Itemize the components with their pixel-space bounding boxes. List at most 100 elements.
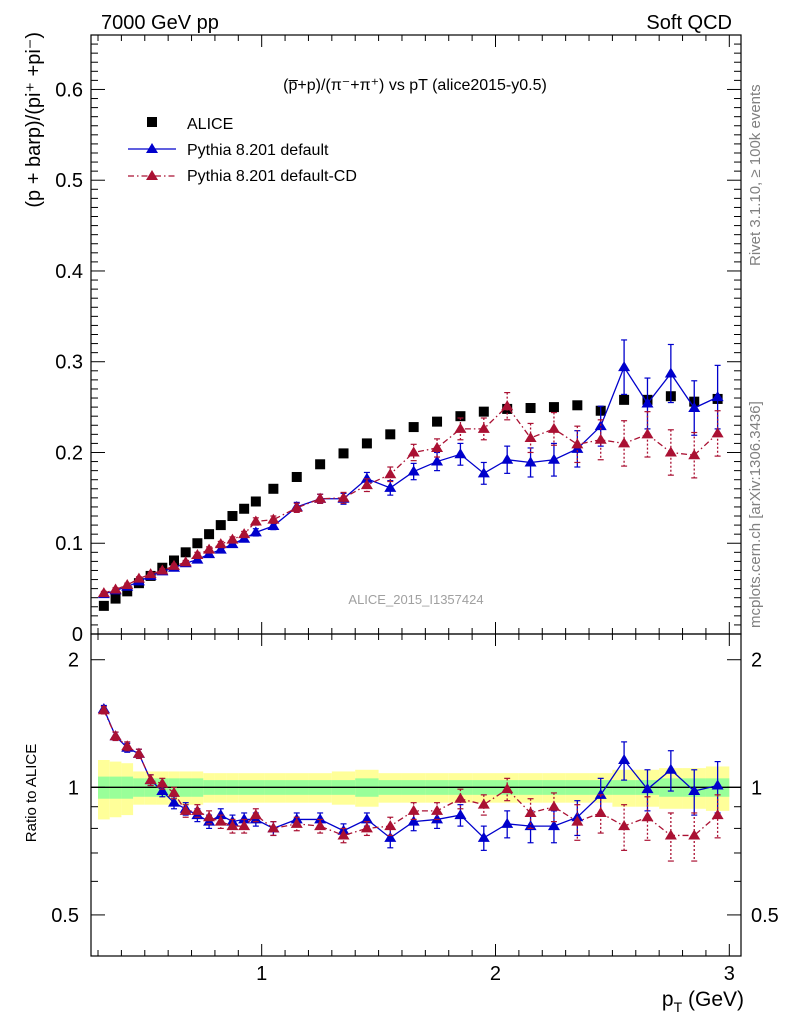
ratio-point-default (664, 763, 677, 774)
data-point-alice (455, 411, 466, 422)
legend-label-default-cd: Pythia 8.201 default-CD (187, 168, 357, 185)
legend-marker-alice (147, 117, 157, 127)
data-point-alice (361, 438, 372, 449)
ratio-point-default-cd (191, 804, 204, 815)
data-point-alice (192, 538, 203, 549)
ratio-point-default (711, 779, 724, 790)
y-tick-label: 0.5 (55, 170, 83, 192)
data-point-default (360, 472, 373, 483)
data-point-alice (315, 459, 326, 470)
x-tick-label: 2 (490, 963, 501, 985)
data-point-alice (432, 416, 443, 427)
ratio-point-default-cd (249, 809, 262, 820)
data-point-alice (204, 529, 215, 540)
ratio-point-default-cd (267, 822, 280, 833)
ratio-point-default-cd (711, 809, 724, 820)
ratio-y-tick-label-right: 1 (751, 777, 762, 799)
ratio-y-axis-label: Ratio to ALICE (23, 744, 40, 842)
ratio-point-default (501, 817, 514, 828)
ratio-point-default-cd (524, 806, 537, 817)
data-point-default-cd (594, 433, 607, 444)
y-tick-label: 0.2 (55, 442, 83, 464)
ratio-point-default (407, 815, 420, 826)
data-point-alice (572, 400, 583, 411)
ratio-point-default (547, 820, 560, 831)
ratio-point-default (314, 813, 327, 824)
ratio-point-default-cd (664, 829, 677, 840)
data-point-alice (268, 483, 279, 494)
data-point-alice (525, 403, 536, 414)
ratio-y-tick-label: 1 (68, 777, 79, 799)
ratio-point-default-cd (337, 829, 350, 840)
data-point-default-cd (431, 441, 444, 452)
data-point-default (711, 391, 724, 402)
data-point-default-cd (109, 583, 122, 594)
data-point-default-cd (144, 568, 157, 579)
data-point-default-cd (168, 559, 181, 570)
data-point-alice (338, 448, 349, 459)
data-point-default-cd (501, 400, 514, 411)
y-tick-label: 0.6 (55, 79, 83, 101)
data-point-alice (98, 600, 109, 611)
ratio-point-default-cd (168, 786, 181, 797)
ratio-point-default (454, 809, 467, 820)
ratio-point-default (594, 788, 607, 799)
y-tick-label: 0.4 (55, 261, 83, 283)
data-point-default-cd (121, 578, 134, 589)
ratio-point-default-cd (144, 774, 157, 785)
data-point-default-cd (407, 446, 420, 457)
data-point-default-cd (267, 513, 280, 524)
data-point-alice (239, 503, 250, 514)
ratio-point-default (688, 785, 701, 796)
legend-label-alice: ALICE (187, 116, 233, 133)
data-point-default-cd (688, 449, 701, 460)
data-point-default-cd (711, 427, 724, 438)
data-point-default-cd (214, 538, 227, 549)
mcplots-label: mcplots.cern.ch [arXiv:1306.3436] (747, 401, 764, 628)
ratio-point-default-cd (594, 806, 607, 817)
ratio-point-default-cd (203, 811, 216, 822)
data-point-default (664, 367, 677, 378)
data-point-alice (478, 406, 489, 417)
data-point-default-cd (226, 533, 239, 544)
data-point-default (384, 481, 397, 492)
data-point-alice (180, 547, 191, 558)
data-point-alice (250, 496, 261, 507)
ratio-point-default-cd (641, 811, 654, 822)
data-point-default-cd (191, 549, 204, 560)
ratio-frame (90, 633, 742, 957)
ratio-point-default-cd (121, 740, 134, 751)
data-point-default-cd (337, 491, 350, 502)
data-point-default-cd (664, 446, 677, 457)
data-point-default-cd (97, 587, 110, 598)
legend: ALICE Pythia 8.201 default Pythia 8.201 … (128, 116, 357, 185)
ratio-point-default-cd (238, 820, 251, 831)
data-point-default-cd (618, 437, 631, 448)
ratio-point-default-cd (407, 804, 420, 815)
data-point-default (249, 526, 262, 537)
data-point-default-cd (360, 479, 373, 490)
data-point-default-cd (454, 422, 467, 433)
data-point-default (431, 455, 444, 466)
data-point-default (524, 456, 537, 467)
ratio-point-default-cd (618, 820, 631, 831)
data-point-default (214, 543, 227, 554)
x-tick-label: 3 (724, 963, 735, 985)
main-plot-area: 0 0.1 0.2 0.3 0.4 0.5 0.6 (55, 34, 741, 646)
series-line-default (103, 365, 718, 595)
ratio-point-default-cd (179, 804, 192, 815)
analysis-watermark: ALICE_2015_I1357424 (348, 592, 483, 607)
x-tick-label: 1 (256, 963, 267, 985)
x-axis-label: pT (GeV) (662, 988, 744, 1015)
data-point-default-cd (314, 492, 327, 503)
chart-title: (p̅+p)/(π⁻+π⁺) vs pT (alice2015-y0.5) (283, 77, 547, 94)
ratio-y-tick-label-right: 2 (751, 650, 762, 672)
ratio-y-tick-label: 0.5 (51, 905, 79, 927)
data-point-default (641, 397, 654, 408)
ratio-plot-area: 0.5 0.5 1 1 2 2 1 2 3 (51, 634, 779, 985)
ratio-point-default-cd (454, 792, 467, 803)
ratio-point-default (618, 754, 631, 765)
data-point-default-cd (249, 515, 262, 526)
y-tick-label: 0 (72, 624, 83, 646)
